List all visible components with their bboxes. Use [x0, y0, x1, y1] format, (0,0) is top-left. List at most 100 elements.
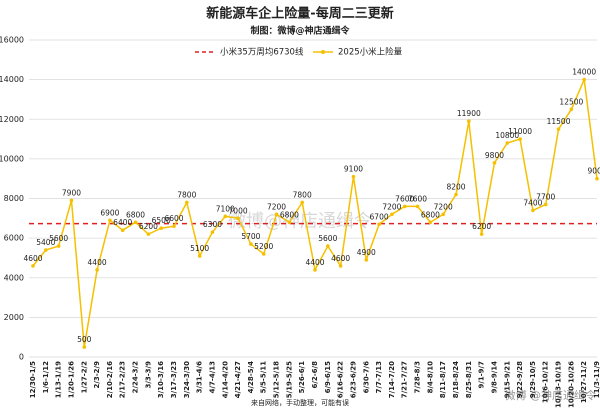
point	[582, 77, 586, 82]
data-label: 5600	[49, 234, 68, 243]
point	[300, 200, 304, 205]
x-tick-label: 7/28-8/3	[414, 361, 422, 394]
point	[261, 252, 266, 256]
x-tick-label: 9/22-9/28	[516, 361, 524, 398]
point	[210, 230, 215, 234]
point	[159, 226, 163, 231]
data-label: 6500	[152, 216, 171, 225]
data-label: 4400	[88, 258, 107, 267]
y-tick-label: 4000	[4, 273, 24, 282]
point	[236, 216, 240, 221]
chart-subtitle: 制图：微博@神店通缉令	[250, 25, 350, 37]
data-label: 11000	[508, 127, 532, 136]
x-tick-label: 8/25-8/31	[465, 361, 473, 398]
legend-label: 2025小米上险量	[338, 47, 403, 58]
x-tick-label: 11/3-11/9	[593, 361, 600, 398]
data-label: 6200	[472, 222, 491, 231]
point	[44, 248, 48, 252]
point	[338, 264, 343, 268]
corner-watermark: 微博 @神店通缉令	[505, 388, 597, 402]
y-tick-label: 0	[19, 353, 24, 362]
x-tick-label: 7/14-7/20	[388, 361, 396, 398]
footer: 来自网络，手动整理，可能有误	[251, 398, 349, 407]
point	[556, 127, 561, 131]
x-tick-label: 5/26-6/1	[298, 361, 306, 394]
data-label: 7600	[408, 194, 427, 203]
point	[69, 198, 74, 203]
data-label: 7200	[434, 202, 453, 211]
data-label: 7900	[62, 188, 81, 197]
point	[543, 202, 548, 207]
x-tick-label: 6/23-6/29	[349, 361, 357, 398]
point	[441, 212, 445, 217]
x-tick-label: 9/8-9/14	[490, 361, 498, 394]
x-tick-label: 5/12-5/18	[273, 361, 281, 398]
x-tick-label: 10/20-10/26	[567, 361, 575, 408]
data-label: 6900	[100, 208, 119, 217]
data-label: 6800	[126, 210, 145, 219]
x-tick-label: 3/17-3/23	[170, 361, 178, 398]
x-tick-label: 6/2-6/8	[311, 361, 319, 389]
data-label: 14000	[572, 68, 596, 77]
data-label: 9000	[587, 167, 600, 176]
point	[56, 244, 61, 248]
point	[377, 222, 381, 227]
x-tick-label: 2/3-2/9	[93, 361, 101, 389]
y-tick-label: 8000	[4, 194, 24, 203]
point	[479, 232, 484, 236]
data-label: 5700	[241, 232, 260, 241]
data-label: 7100	[216, 204, 235, 213]
y-tick-label: 16000	[0, 36, 24, 45]
data-label: 11500	[547, 117, 571, 126]
x-tick-label: 1/6-1/12	[42, 361, 50, 394]
y-tick-label: 2000	[4, 313, 24, 322]
point	[172, 224, 176, 229]
x-tick-label: 12/30-1/5	[29, 361, 37, 398]
data-label: 9800	[485, 151, 504, 160]
data-label: 5100	[190, 244, 209, 253]
x-tick-label: 5/19-5/25	[285, 361, 293, 398]
point	[467, 119, 471, 124]
point	[518, 137, 522, 141]
data-label: 12500	[559, 97, 583, 106]
point	[133, 220, 138, 225]
data-label: 7400	[523, 198, 542, 207]
data-label: 7000	[229, 206, 248, 215]
legend-label: 小米35万周均6730线	[220, 47, 304, 58]
x-tick-label: 9/1-9/7	[478, 361, 486, 389]
data-label: 4900	[357, 248, 376, 257]
point	[364, 258, 369, 262]
point	[428, 220, 433, 225]
x-tick-label: 3/24-3/30	[183, 361, 191, 398]
point	[108, 218, 112, 223]
legend-marker	[321, 50, 325, 54]
point	[185, 200, 189, 205]
point	[274, 212, 279, 217]
data-label: 500	[77, 335, 92, 344]
x-tick-label: 6/30-7/6	[362, 361, 370, 394]
x-tick-label: 4/21-4/27	[234, 361, 242, 398]
data-label: 4600	[23, 254, 42, 263]
y-tick-label: 6000	[4, 234, 24, 243]
chart-title: 新能源车企上险量-每周二三更新	[206, 6, 393, 22]
data-label: 6800	[280, 210, 299, 219]
x-tick-label: 2/24-3/2	[132, 361, 140, 394]
point	[390, 212, 394, 217]
data-label: 7200	[267, 202, 286, 211]
data-label: 4600	[331, 254, 350, 263]
data-label: 6800	[421, 210, 440, 219]
data-label: 8200	[446, 183, 465, 192]
x-tick-label: 8/11-8/17	[439, 361, 447, 398]
x-tick-label: 10/27-11/2	[580, 361, 588, 403]
data-label: 5200	[254, 242, 273, 251]
point	[326, 244, 330, 248]
x-tick-label: 3/3-3/9	[144, 361, 152, 389]
point	[569, 107, 574, 112]
data-label: 4400	[305, 258, 324, 267]
point	[313, 268, 317, 272]
watermark: 微博@神店通缉令	[228, 211, 372, 232]
x-tick-label: 6/16-6/22	[337, 361, 345, 398]
x-tick-label: 9/15-9/21	[503, 361, 511, 398]
x-tick-label: 4/7-4/13	[208, 361, 216, 394]
data-label: 5400	[36, 238, 55, 247]
